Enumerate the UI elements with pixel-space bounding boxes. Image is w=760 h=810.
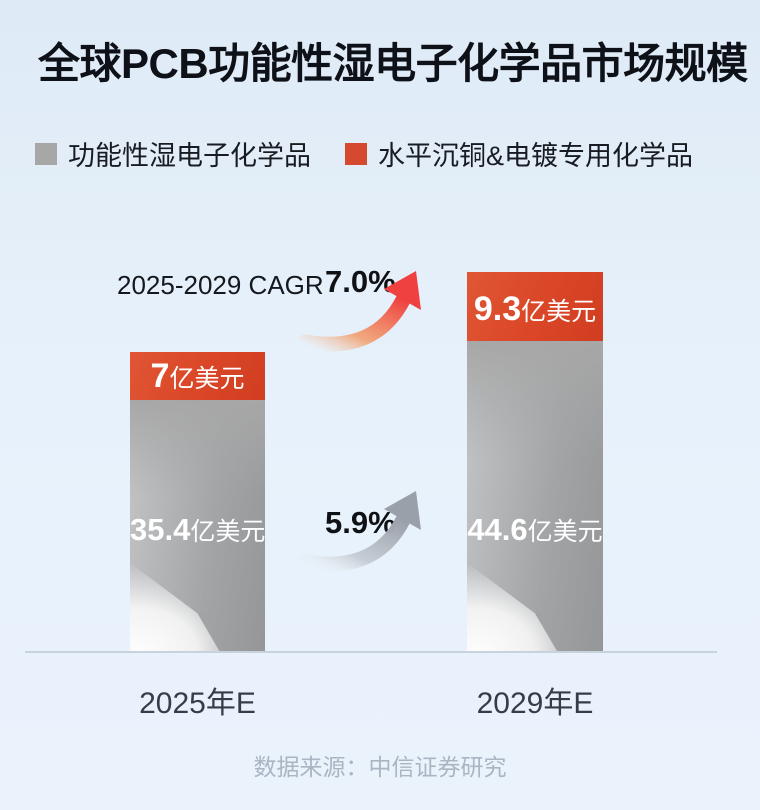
legend-swatch-gray-icon — [35, 142, 57, 165]
cagr-gray-series-value: 5.9% — [325, 505, 396, 540]
legend-item-gray-series: 功能性湿电子化学品 — [35, 134, 311, 173]
legend-item-red-series: 水平沉铜&电镀专用化学品 — [345, 134, 693, 173]
bar-2029e-red-value: 9.3亿美元 — [473, 290, 597, 328]
bar-2025e-gray-value: 35.4亿美元 — [130, 512, 265, 547]
bar-2025e-gray-segment: 35.4亿美元 — [130, 400, 265, 653]
growth-arrow-red-icon — [297, 271, 421, 352]
growth-arrow-gray-icon — [297, 491, 421, 572]
cagr-red-series-value: 7.0% — [325, 264, 396, 299]
bar-2029e: 9.3亿美元 44.6亿美元 — [467, 272, 603, 653]
bar-2025e-red-value: 7亿美元 — [150, 356, 245, 395]
x-axis-baseline — [25, 651, 717, 653]
legend-label-gray-series: 功能性湿电子化学品 — [68, 141, 311, 171]
x-label-2025e: 2025年E — [139, 687, 256, 720]
bar-2029e-gray-segment: 44.6亿美元 — [467, 341, 603, 653]
cagr-period-label: 2025-2029 CAGR — [117, 270, 324, 300]
bar-2029e-red-segment: 9.3亿美元 — [467, 272, 603, 341]
bar-2025e-red-segment: 7亿美元 — [130, 352, 265, 400]
bar-2025e: 7亿美元 35.4亿美元 — [130, 352, 265, 653]
bar-2029e-gray-value: 44.6亿美元 — [467, 512, 603, 547]
x-label-2029e: 2029年E — [476, 687, 594, 720]
page-title: 全球PCB功能性湿电子化学品市场规模 — [38, 40, 748, 87]
legend-swatch-red-icon — [345, 142, 367, 165]
legend-label-red-series: 水平沉铜&电镀专用化学品 — [378, 141, 694, 171]
data-source-note: 数据来源：中信证券研究 — [253, 754, 507, 780]
